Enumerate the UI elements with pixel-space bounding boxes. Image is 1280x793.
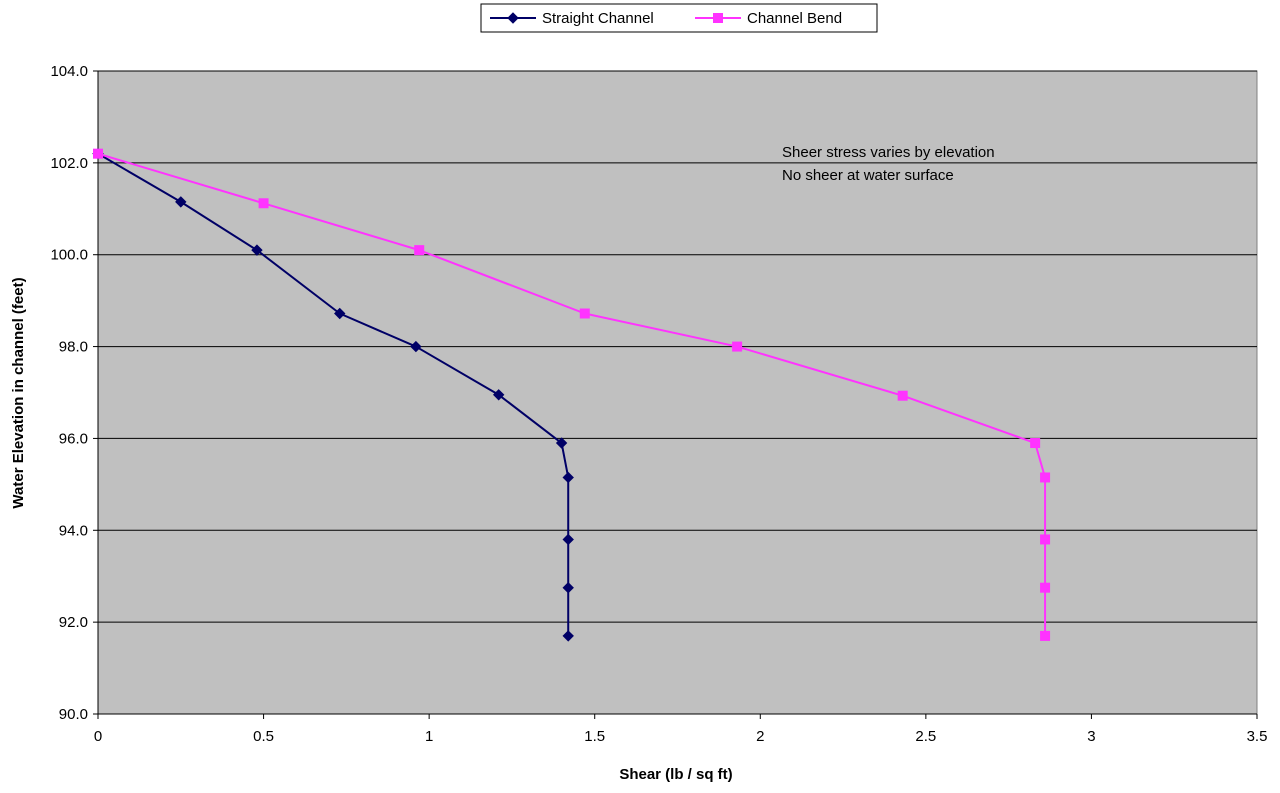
data-point bbox=[1040, 534, 1051, 545]
data-point bbox=[1040, 582, 1051, 593]
legend-marker bbox=[713, 13, 723, 23]
data-point bbox=[414, 245, 425, 256]
annotation-line-2: No sheer at water surface bbox=[782, 167, 954, 184]
x-tick-label: 0 bbox=[94, 728, 102, 745]
y-tick-label: 92.0 bbox=[59, 614, 88, 631]
annotation-line-1: Sheer stress varies by elevation bbox=[782, 144, 995, 161]
x-tick-label: 3 bbox=[1087, 728, 1095, 745]
y-tick-label: 104.0 bbox=[50, 63, 88, 80]
data-point bbox=[562, 581, 574, 594]
legend-box bbox=[480, 3, 878, 33]
legend-marker bbox=[507, 12, 519, 24]
y-tick-label: 90.0 bbox=[59, 706, 88, 723]
legend-label: Straight Channel bbox=[542, 10, 654, 27]
y-tick-label: 100.0 bbox=[50, 247, 88, 264]
x-axis-title: Shear (lb / sq ft) bbox=[619, 766, 732, 783]
y-tick-labels: 90.0 92.0 94.0 96.0 98.0 100.0 102.0 104.0 bbox=[50, 63, 88, 723]
legend-label: Channel Bend bbox=[747, 10, 842, 27]
gridlines bbox=[98, 70, 1257, 623]
y-tick-label: 98.0 bbox=[59, 339, 88, 356]
legend: Straight Channel Channel Bend bbox=[480, 3, 878, 33]
y-tick-label: 94.0 bbox=[59, 522, 88, 539]
data-point bbox=[175, 196, 187, 208]
plot-area bbox=[97, 70, 1258, 715]
data-point bbox=[562, 471, 574, 484]
x-tick-label: 1 bbox=[425, 728, 433, 745]
data-point bbox=[579, 308, 590, 319]
x-tick-label: 2 bbox=[756, 728, 764, 745]
x-tick-labels: 0 0.5 1 1.5 2 2.5 3 3.5 bbox=[94, 728, 1268, 745]
data-point bbox=[897, 390, 908, 401]
data-point bbox=[251, 244, 263, 256]
data-point bbox=[732, 341, 743, 352]
data-point bbox=[258, 198, 269, 209]
data-point bbox=[492, 389, 505, 401]
data-point bbox=[1030, 438, 1041, 449]
data-point bbox=[1040, 472, 1051, 483]
data-point bbox=[562, 630, 574, 642]
y-tick-label: 102.0 bbox=[50, 155, 88, 172]
axes bbox=[93, 70, 1258, 719]
x-tick-label: 2.5 bbox=[915, 728, 936, 745]
series-layer bbox=[92, 147, 1051, 642]
data-point bbox=[334, 307, 346, 320]
series-channel-bend bbox=[93, 148, 1051, 641]
data-point bbox=[1040, 630, 1051, 641]
data-point bbox=[562, 533, 574, 546]
x-tick-label: 1.5 bbox=[584, 728, 605, 745]
y-axis-title: Water Elevation in channel (feet) bbox=[10, 277, 27, 508]
data-point bbox=[555, 437, 568, 449]
x-tick-label: 0.5 bbox=[253, 728, 274, 745]
data-point bbox=[93, 148, 103, 159]
x-tick-label: 3.5 bbox=[1247, 728, 1268, 745]
data-point bbox=[410, 340, 422, 353]
series-straight-channel bbox=[92, 147, 574, 642]
y-tick-label: 96.0 bbox=[59, 430, 88, 447]
